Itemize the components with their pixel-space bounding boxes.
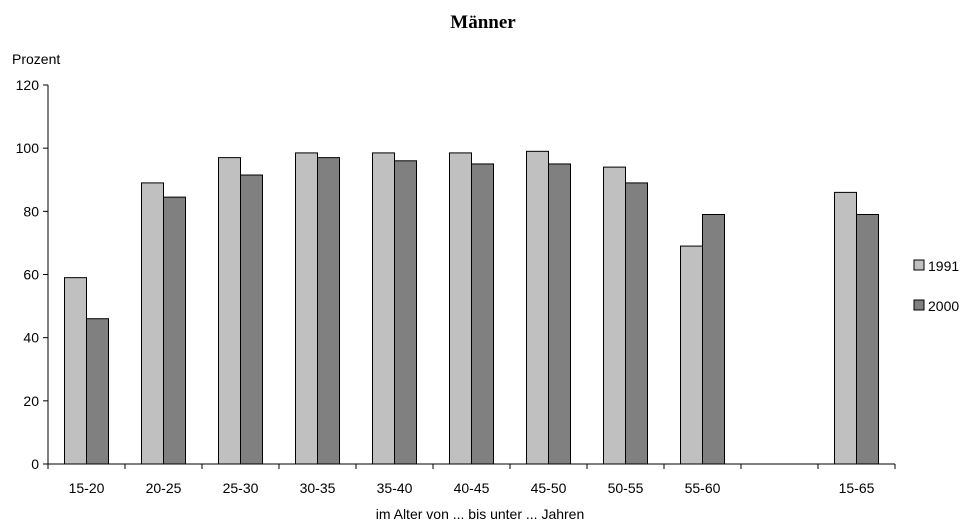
bar-2000-25-30 xyxy=(240,174,263,465)
legend-label-1991: 1991 xyxy=(928,258,959,274)
y-axis-label: Prozent xyxy=(12,51,60,67)
y-tick-label: 80 xyxy=(23,203,39,219)
x-tick-label: 35-40 xyxy=(377,480,413,496)
y-tick-label: 0 xyxy=(31,456,39,472)
x-tick-label: 45-50 xyxy=(531,480,567,496)
y-tick-label: 20 xyxy=(23,393,39,409)
y-tick-label: 40 xyxy=(23,330,39,346)
x-tick-label: 30-35 xyxy=(300,480,336,496)
bar-2000-40-45 xyxy=(471,163,494,465)
x-tick-label: 15-20 xyxy=(69,480,105,496)
legend-label-2000: 2000 xyxy=(928,298,959,314)
bar-1991-50-55 xyxy=(603,166,626,465)
bar-2000-15-65 xyxy=(856,213,879,465)
bar-1991-15-65 xyxy=(834,191,857,465)
legend: 1991 2000 xyxy=(913,258,959,314)
bar-2000-45-50 xyxy=(548,163,571,465)
x-tick-label: 55-60 xyxy=(685,480,721,496)
bar-1991-40-45 xyxy=(449,152,472,465)
bar-2000-15-20 xyxy=(86,318,109,465)
x-axis-label: im Alter von ... bis unter ... Jahren xyxy=(376,506,585,522)
axes: 0 20 40 60 80 100 120 15-20 20-25 25-30 30-35 35-40… xyxy=(16,77,896,496)
bar-2000-55-60 xyxy=(702,213,725,465)
x-tick-label: 20-25 xyxy=(146,480,182,496)
x-tick-label: 40-45 xyxy=(454,480,490,496)
bar-2000-30-35 xyxy=(317,157,340,465)
chart-title: Männer xyxy=(450,12,516,33)
legend-swatch-1991 xyxy=(913,259,925,271)
bar-2000-20-25 xyxy=(163,196,186,465)
bar-1991-25-30 xyxy=(218,157,241,465)
legend-swatch-2000 xyxy=(913,299,925,311)
y-tick-label: 120 xyxy=(16,77,40,93)
bar-1991-55-60 xyxy=(680,245,703,465)
x-tick-label: 50-55 xyxy=(608,480,644,496)
bar-layer xyxy=(64,150,879,465)
bar-1991-20-25 xyxy=(141,182,164,465)
bar-1991-30-35 xyxy=(295,152,318,465)
y-tick-label: 60 xyxy=(23,267,39,283)
y-tick-label: 100 xyxy=(16,140,40,156)
bar-2000-50-55 xyxy=(625,182,648,465)
bar-1991-45-50 xyxy=(526,150,549,465)
x-tick-label: 25-30 xyxy=(223,480,259,496)
bar-2000-35-40 xyxy=(394,160,417,465)
x-tick-label: 15-65 xyxy=(839,480,875,496)
bar-1991-15-20 xyxy=(64,277,87,465)
bar-1991-35-40 xyxy=(372,152,395,465)
